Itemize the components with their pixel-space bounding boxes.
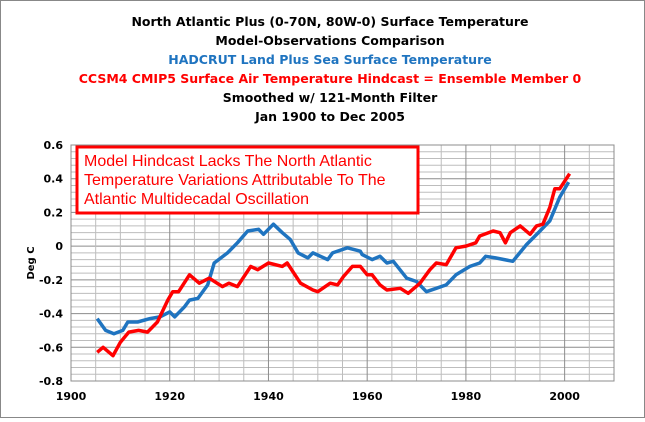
series-line-hadcrut (95, 181, 571, 336)
x-tick-label: 1980 (451, 390, 482, 403)
annotation-line-2: Temperature Variations Attributable To T… (84, 172, 386, 189)
annotation-line-1: Model Hindcast Lacks The North Atlantic (84, 153, 372, 170)
series-lines (95, 172, 572, 358)
annotation-line-3: Atlantic Multidecadal Oscillation (84, 191, 309, 208)
y-tick-label: -0.2 (39, 274, 63, 287)
x-tick-label: 1900 (56, 390, 87, 403)
annotation-box: Model Hindcast Lacks The North Atlantic … (75, 145, 420, 215)
title-line-5: Smoothed w/ 121-Month Filter (223, 90, 438, 105)
title-line-4: CCSM4 CMIP5 Surface Air Temperature Hind… (79, 71, 582, 86)
axes: -0.8 -0.6 -0.4 -0.2 0 0.2 0.4 0.6 1900 1920 1940 19… (39, 139, 615, 403)
y-tick-label: -0.4 (39, 308, 63, 321)
x-tick-label: 2000 (549, 390, 580, 403)
y-tick-label: -0.6 (39, 341, 63, 354)
x-tick-label: 1940 (253, 390, 284, 403)
y-tick-label: 0.2 (44, 206, 64, 219)
title-line-6: Jan 1900 to Dec 2005 (254, 109, 405, 124)
plot-area-border (70, 144, 615, 382)
y-tick-label: -0.8 (39, 375, 63, 388)
series-line-ccsm4 (96, 172, 572, 358)
y-axis-label: Deg C (26, 246, 37, 279)
x-tick-label: 1920 (154, 390, 185, 403)
y-tick-label: 0.6 (44, 139, 64, 152)
title-line-2: Model-Observations Comparison (215, 33, 444, 48)
title-line-3: HADCRUT Land Plus Sea Surface Temperatur… (168, 52, 491, 67)
chart-title: North Atlantic Plus (0-70N, 80W-0) Surfa… (79, 14, 582, 124)
y-tick-label: 0.4 (44, 173, 64, 186)
y-tick-label: 0 (55, 240, 63, 253)
title-line-1: North Atlantic Plus (0-70N, 80W-0) Surfa… (131, 14, 528, 29)
x-tick-label: 1960 (352, 390, 383, 403)
